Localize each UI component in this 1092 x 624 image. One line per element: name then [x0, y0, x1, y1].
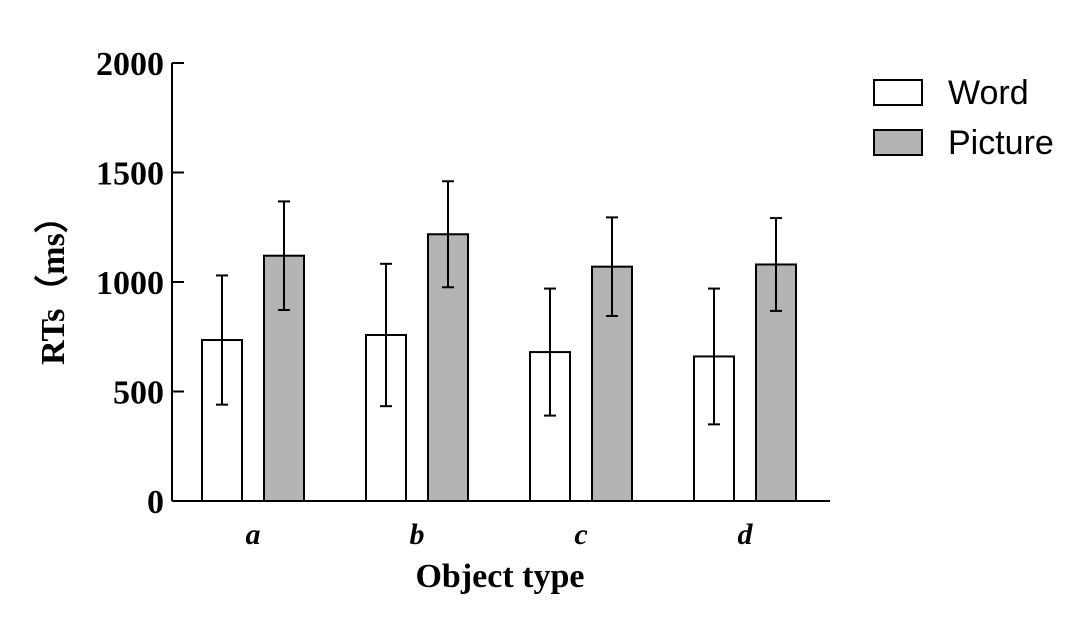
y-tick-label: 1000 [96, 265, 164, 302]
y-tick-label: 1500 [96, 156, 164, 193]
error-bars-layer [216, 180, 782, 426]
x-tick-label-a: a [246, 518, 261, 551]
x-tick-label-b: b [410, 518, 425, 551]
bars-layer [201, 233, 797, 503]
y-tick-label: 0 [147, 484, 164, 521]
x-tick-label-d: d [738, 518, 754, 551]
y-tick-label: 500 [113, 375, 164, 412]
legend-swatch-picture [873, 129, 923, 156]
y-axis-title: RTs（ms） [33, 199, 72, 365]
bar-picture-b [427, 233, 469, 502]
y-tick-label: 2000 [96, 46, 164, 83]
legend-swatch-word [873, 79, 923, 106]
x-tick-label-c: c [574, 518, 587, 551]
legend-label-word: Word [948, 74, 1029, 112]
legend: Word Picture [873, 74, 1054, 162]
x-axis-title: Object type [415, 558, 584, 595]
axes-layer: 0 500 1000 1500 2000 a b c d [96, 46, 830, 551]
legend-label-picture: Picture [948, 124, 1054, 162]
